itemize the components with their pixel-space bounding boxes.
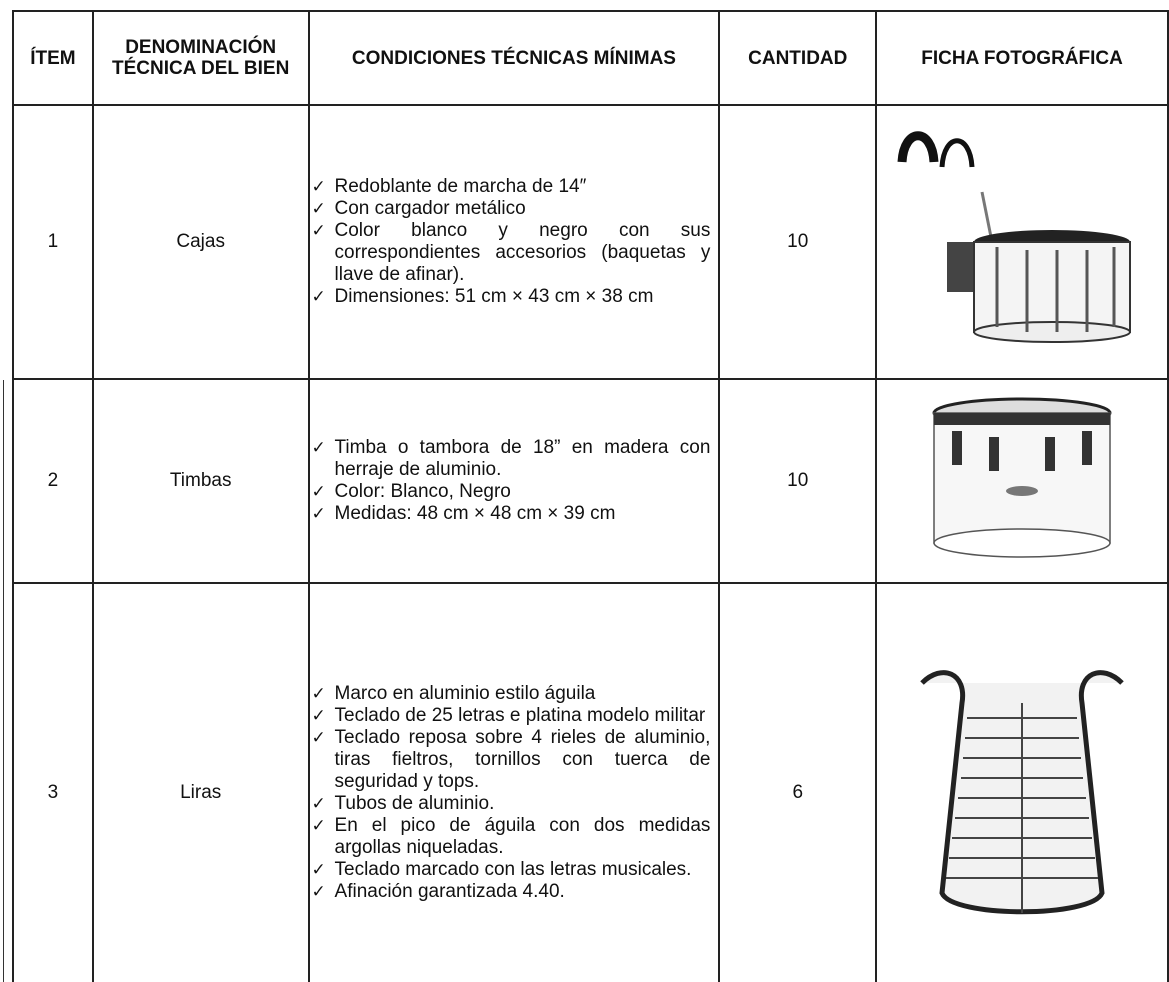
- condition-item: Teclado marcado con las letras musicales…: [310, 859, 711, 881]
- name-cell: Timbas: [91, 378, 310, 584]
- condition-item: Medidas: 48 cm × 48 cm × 39 cm: [310, 503, 711, 525]
- photo-cell: [875, 104, 1169, 380]
- condition-item: Teclado de 25 letras e platina modelo mi…: [310, 705, 711, 727]
- page-edge: [3, 380, 4, 982]
- condition-item: Marco en aluminio estilo águila: [310, 683, 711, 705]
- specs-table: ÍTEM DENOMINACIÓN TÉCNICA DEL BIEN CONDI…: [12, 10, 1169, 982]
- header-cell: CONDICIONES TÉCNICAS MÍNIMAS: [307, 10, 721, 106]
- quantity-cell: 10: [718, 104, 878, 380]
- table-row: 2TimbasTimba o tambora de 18” en madera …: [12, 378, 1169, 584]
- lyre-photo: [920, 670, 1124, 915]
- conditions-cell: Marco en aluminio estilo águilaTeclado d…: [307, 582, 721, 982]
- condition-item: Tubos de aluminio.: [310, 793, 711, 815]
- photo-cell: [875, 378, 1169, 584]
- snare-photo: [897, 131, 1132, 343]
- item-cell: 2: [12, 378, 94, 584]
- photo-cell: [875, 582, 1169, 982]
- name-cell: Liras: [91, 582, 310, 982]
- conditions-cell: Timba o tambora de 18” en madera con her…: [307, 378, 721, 584]
- header-cell: FICHA FOTOGRÁFICA: [875, 10, 1169, 106]
- condition-item: Timba o tambora de 18” en madera con her…: [310, 437, 711, 481]
- condition-item: Afinación garantizada 4.40.: [310, 881, 711, 903]
- name-cell: Cajas: [91, 104, 310, 380]
- header-cell: CANTIDAD: [718, 10, 878, 106]
- header-cell: DENOMINACIÓN TÉCNICA DEL BIEN: [91, 10, 310, 106]
- condition-item: Dimensiones: 51 cm × 43 cm × 38 cm: [310, 286, 711, 308]
- item-cell: 3: [12, 582, 94, 982]
- item-cell: 1: [12, 104, 94, 380]
- condition-item: Color: Blanco, Negro: [310, 481, 711, 503]
- table-row: 3LirasMarco en aluminio estilo águilaTec…: [12, 582, 1169, 982]
- quantity-cell: 10: [718, 378, 878, 584]
- condition-item: Color blanco y negro con sus correspondi…: [310, 220, 711, 286]
- condition-item: Con cargador metálico: [310, 198, 711, 220]
- bass-drum-photo: [932, 397, 1112, 558]
- quantity-cell: 6: [718, 582, 878, 982]
- header-row: ÍTEM DENOMINACIÓN TÉCNICA DEL BIEN CONDI…: [12, 10, 1169, 106]
- condition-item: Teclado reposa sobre 4 rieles de alumini…: [310, 727, 711, 793]
- table-row: 1CajasRedoblante de marcha de 14″Con car…: [12, 104, 1169, 380]
- condition-item: En el pico de águila con dos medidas arg…: [310, 815, 711, 859]
- header-cell: ÍTEM: [12, 10, 94, 106]
- condition-item: Redoblante de marcha de 14″: [310, 176, 711, 198]
- conditions-cell: Redoblante de marcha de 14″Con cargador …: [307, 104, 721, 380]
